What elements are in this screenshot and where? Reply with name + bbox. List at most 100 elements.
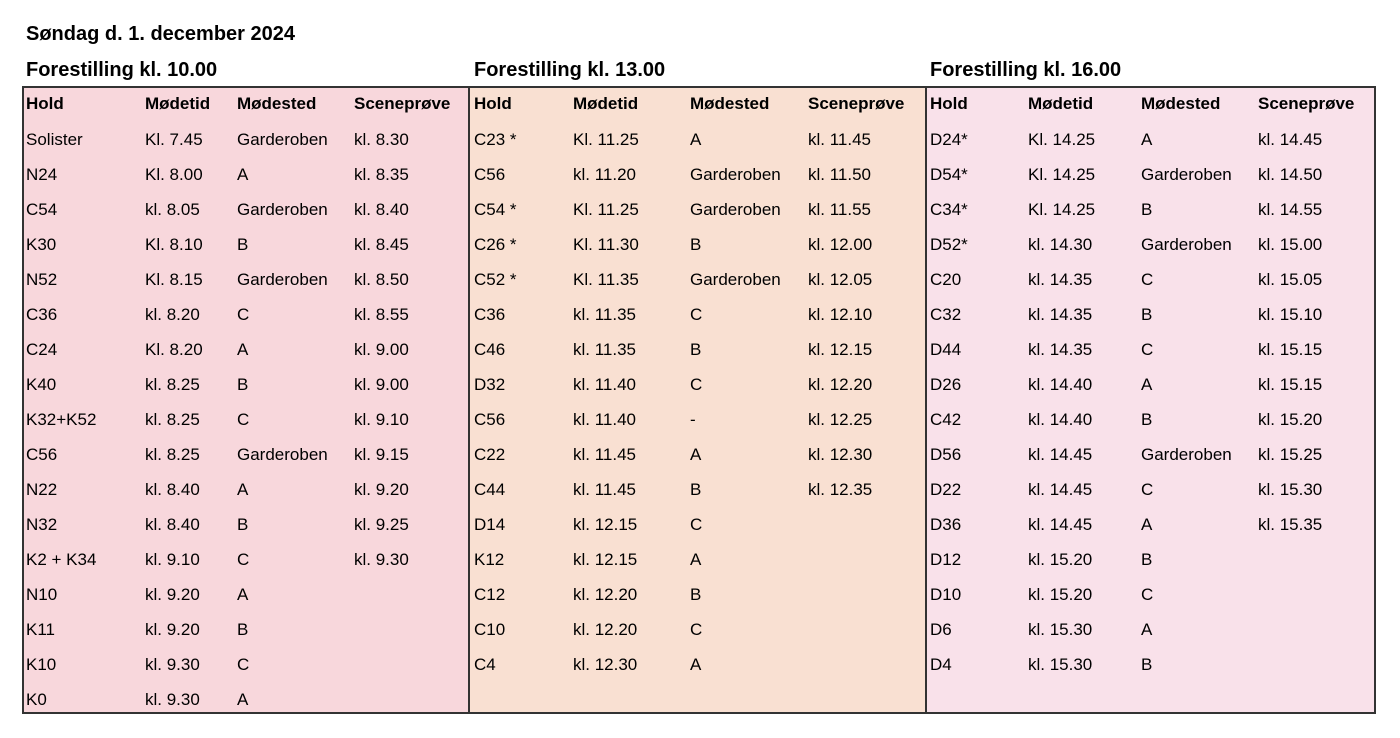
column-header: Sceneprøve xyxy=(1258,94,1355,113)
table-cell: kl. 14.45 xyxy=(1028,445,1093,464)
table-cell: C xyxy=(1141,340,1154,359)
table-cell: kl. 8.40 xyxy=(145,480,200,499)
table-cell: C xyxy=(690,620,703,639)
table-cell: Garderoben xyxy=(1141,445,1232,464)
table-cell: D54* xyxy=(930,165,968,184)
table-cell: kl. 8.25 xyxy=(145,410,200,429)
table-cell: A xyxy=(237,585,249,604)
table-cell: kl. 9.20 xyxy=(145,620,200,639)
table-cell: kl. 8.35 xyxy=(354,165,409,184)
table-cell: D14 xyxy=(474,515,506,534)
table-cell: Solister xyxy=(26,130,83,149)
table-cell: Kl. 11.25 xyxy=(573,130,639,149)
table-cell: kl. 9.00 xyxy=(354,340,409,359)
column-header: Hold xyxy=(26,94,64,113)
table-cell: kl. 11.45 xyxy=(573,445,637,464)
table-cell: D32 xyxy=(474,375,506,394)
table-cell: C46 xyxy=(474,340,506,359)
table-cell: kl. 15.30 xyxy=(1258,480,1323,499)
table-cell: D12 xyxy=(930,550,962,569)
table-cell: A xyxy=(237,690,249,709)
table-cell: B xyxy=(1141,200,1153,219)
table-cell: kl. 15.30 xyxy=(1028,655,1093,674)
table-cell: K12 xyxy=(474,550,505,569)
table-cell: B xyxy=(690,480,702,499)
page-title: Søndag d. 1. december 2024 xyxy=(26,23,295,45)
table-cell: C56 xyxy=(474,410,506,429)
table-cell: A xyxy=(237,340,249,359)
table-cell: C22 xyxy=(474,445,506,464)
table-cell: A xyxy=(237,480,249,499)
table-cell: kl. 12.15 xyxy=(808,340,873,359)
table-cell: C23 * xyxy=(474,130,517,149)
table-cell: kl. 14.40 xyxy=(1028,410,1093,429)
show-heading: Forestilling kl. 13.00 xyxy=(474,59,666,81)
table-cell: C56 xyxy=(26,445,58,464)
table-cell: C xyxy=(1141,480,1154,499)
table-cell: Kl. 8.20 xyxy=(145,340,203,359)
table-cell: Kl. 14.25 xyxy=(1028,130,1096,149)
table-cell: C xyxy=(237,410,250,429)
table-cell: kl. 14.35 xyxy=(1028,305,1093,324)
table-cell: kl. 8.40 xyxy=(145,515,200,534)
table-cell: K30 xyxy=(26,235,57,254)
table-cell: C54 * xyxy=(474,200,517,219)
table-cell: C xyxy=(237,550,250,569)
table-cell: kl. 15.25 xyxy=(1258,445,1323,464)
table-cell: Garderoben xyxy=(690,200,781,219)
table-cell: Garderoben xyxy=(690,270,781,289)
table-cell: kl. 8.55 xyxy=(354,305,409,324)
table-cell: Garderoben xyxy=(690,165,781,184)
table-cell: C10 xyxy=(474,620,506,639)
table-cell: kl. 14.45 xyxy=(1258,130,1323,149)
table-cell: D24* xyxy=(930,130,968,149)
table-cell: D26 xyxy=(930,375,962,394)
table-cell: C52 * xyxy=(474,270,517,289)
table-cell: B xyxy=(690,340,702,359)
table-cell: K40 xyxy=(26,375,57,394)
table-cell: kl. 9.00 xyxy=(354,375,409,394)
table-cell: A xyxy=(1141,515,1153,534)
table-cell: A xyxy=(690,655,702,674)
table-cell: Garderoben xyxy=(237,445,328,464)
show-panel xyxy=(926,86,1376,714)
table-cell: Kl. 11.25 xyxy=(573,200,639,219)
table-cell: kl. 14.50 xyxy=(1258,165,1323,184)
table-cell: D6 xyxy=(930,620,952,639)
table-cell: kl. 9.25 xyxy=(354,515,409,534)
table-cell: kl. 8.25 xyxy=(145,445,200,464)
table-cell: kl. 12.30 xyxy=(808,445,873,464)
table-cell: C xyxy=(237,655,250,674)
table-cell: kl. 15.20 xyxy=(1028,585,1093,604)
column-header: Mødested xyxy=(690,94,770,113)
table-cell: kl. 12.20 xyxy=(808,375,873,394)
table-cell: Kl. 14.25 xyxy=(1028,200,1096,219)
table-cell: D22 xyxy=(930,480,962,499)
table-cell: N32 xyxy=(26,515,58,534)
table-cell: C20 xyxy=(930,270,962,289)
table-cell: B xyxy=(237,620,249,639)
table-cell: kl. 11.35 xyxy=(573,340,637,359)
table-cell: kl. 8.20 xyxy=(145,305,200,324)
table-cell: K11 xyxy=(26,620,55,639)
table-cell: kl. 12.15 xyxy=(573,550,638,569)
table-cell: C xyxy=(690,305,703,324)
table-cell: kl. 14.55 xyxy=(1258,200,1323,219)
table-cell: C44 xyxy=(474,480,506,499)
table-cell: kl. 8.05 xyxy=(145,200,200,219)
table-cell: K32+K52 xyxy=(26,410,97,429)
table-cell: kl. 9.30 xyxy=(145,655,200,674)
table-cell: C12 xyxy=(474,585,506,604)
table-cell: K0 xyxy=(26,690,47,709)
table-cell: kl. 15.35 xyxy=(1258,515,1323,534)
table-cell: N52 xyxy=(26,270,58,289)
table-cell: C xyxy=(1141,585,1154,604)
table-cell: kl. 12.35 xyxy=(808,480,873,499)
table-cell: Kl. 8.15 xyxy=(145,270,203,289)
column-header: Mødetid xyxy=(1028,94,1094,113)
table-cell: B xyxy=(237,375,249,394)
table-cell: B xyxy=(1141,655,1153,674)
table-cell: kl. 15.05 xyxy=(1258,270,1323,289)
table-cell: kl. 9.20 xyxy=(354,480,409,499)
